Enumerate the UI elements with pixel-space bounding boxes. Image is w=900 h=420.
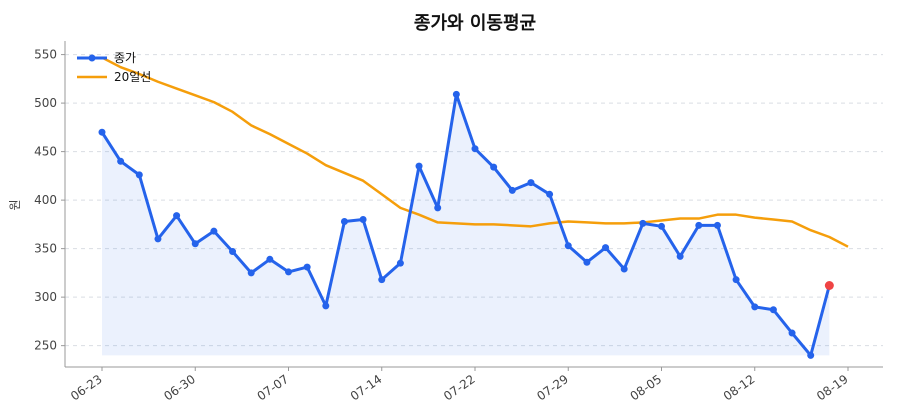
close-point: [415, 162, 423, 170]
y-tick-label: 350: [34, 242, 57, 256]
close-point: [676, 252, 684, 260]
close-point: [359, 216, 367, 224]
close-point: [210, 227, 218, 235]
y-tick-label: 400: [34, 193, 57, 207]
y-tick-label: 450: [34, 145, 57, 159]
x-tick-label: 06-30: [161, 372, 198, 403]
close-point: [117, 157, 125, 165]
legend-label-close: 종가: [114, 51, 136, 65]
close-point: [695, 221, 703, 229]
x-tick-label: 08-19: [814, 372, 851, 403]
y-tick-label: 550: [34, 48, 57, 62]
close-point: [527, 179, 535, 187]
close-point: [322, 302, 330, 310]
close-point: [639, 219, 647, 227]
x-tick-label: 07-14: [348, 372, 385, 403]
close-point: [620, 265, 628, 273]
close-point: [266, 255, 274, 263]
close-point: [135, 171, 143, 179]
close-point: [583, 258, 591, 266]
close-point: [247, 269, 255, 277]
close-point: [452, 90, 460, 98]
close-point: [602, 244, 610, 252]
close-point: [490, 163, 498, 171]
close-point: [378, 276, 386, 284]
close-point: [751, 303, 759, 311]
axes: [61, 41, 883, 371]
x-tick-label: 07-07: [255, 372, 292, 403]
close-point: [713, 221, 721, 229]
close-point: [303, 263, 311, 271]
close-point: [732, 276, 740, 284]
close-point: [98, 128, 106, 136]
y-axis-label: 원: [8, 199, 22, 210]
close-point: [546, 190, 554, 198]
close-point: [191, 240, 199, 248]
x-tick-label: 06-23: [68, 372, 105, 403]
legend-label-ma20: 20일선: [114, 70, 151, 84]
series-line-close: [100, 92, 831, 357]
series-markers: [98, 90, 834, 359]
x-tick-label: 07-22: [441, 372, 478, 403]
close-point: [508, 186, 516, 194]
last-close-point: [824, 281, 834, 290]
legend-marker-close: [88, 54, 96, 62]
y-tick-label: 500: [34, 96, 57, 110]
chart-title: 종가와 이동평균: [414, 13, 536, 34]
close-point: [434, 204, 442, 212]
close-point: [396, 259, 404, 267]
series-lines: [100, 56, 849, 357]
y-tick-label: 250: [34, 339, 57, 353]
series-line-ma20: [101, 56, 849, 248]
close-point: [788, 329, 796, 337]
close-point: [154, 235, 162, 243]
close-point: [564, 242, 572, 250]
close-point: [471, 145, 479, 153]
x-tick-label: 08-12: [721, 372, 758, 403]
close-point: [229, 248, 237, 256]
legend: 종가 20일선: [77, 51, 151, 84]
close-point: [173, 212, 181, 220]
y-tick-label: 300: [34, 290, 57, 304]
x-tick-label: 07-29: [534, 372, 571, 403]
close-point: [285, 268, 292, 276]
x-tick-label: 08-05: [628, 372, 665, 403]
close-point: [340, 217, 348, 225]
close-point: [807, 351, 815, 359]
close-point: [769, 306, 777, 314]
close-point: [658, 222, 665, 230]
